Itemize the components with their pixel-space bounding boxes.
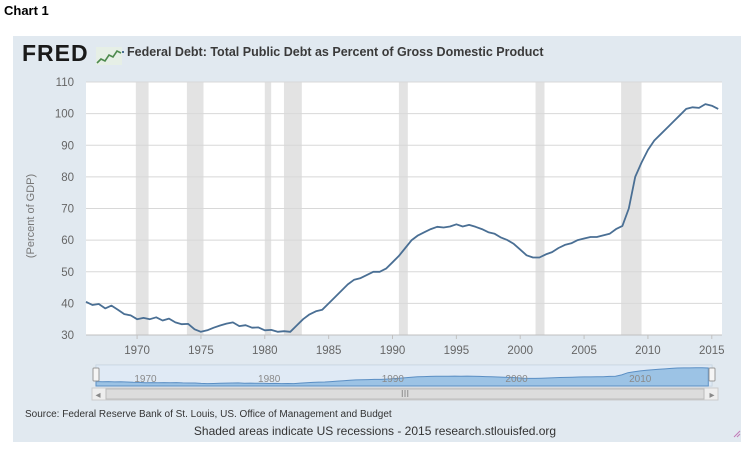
- sparkline-icon: [96, 46, 123, 65]
- y-tick-label: 70: [61, 204, 74, 216]
- y-tick-label: 80: [61, 172, 74, 184]
- scrollbar-grip: III: [401, 389, 409, 400]
- tick-label-group: 30 40 50 60 70 80 90 100 110 1970 1975 1980 1985 1990…: [55, 77, 725, 357]
- navigator-tick-label: 1990: [382, 374, 405, 385]
- fred-logo[interactable]: FRED: [22, 40, 123, 67]
- gridline-group: [86, 81, 722, 339]
- scroll-left-arrow-icon: ◂: [95, 390, 100, 401]
- y-axis-label: (Percent of GDP): [25, 173, 37, 259]
- x-tick-label: 1990: [380, 345, 406, 357]
- x-tick-label: 1970: [124, 345, 150, 357]
- y-tick-label: 60: [61, 235, 74, 247]
- x-tick-label: 1975: [188, 345, 214, 357]
- scroll-right-arrow-icon: ▸: [709, 390, 714, 401]
- navigator-tick-label: 1980: [258, 374, 281, 385]
- x-tick-label: 2010: [635, 345, 661, 357]
- series-line-group: [85, 103, 719, 333]
- y-tick-label: 90: [61, 140, 74, 152]
- x-tick-label: 1995: [444, 345, 470, 357]
- y-tick-label: 50: [61, 267, 74, 279]
- y-tick-label: 110: [56, 77, 74, 89]
- navigator-tick-label: 2010: [629, 374, 652, 385]
- navigator-handle: [92, 367, 100, 382]
- chart-heading: Chart 1: [4, 3, 49, 18]
- navigator-area: [95, 367, 709, 387]
- navigator-group[interactable]: 1970 1980 1990 2000 2010 III ◂ ▸: [91, 364, 741, 438]
- navigator-tick-label: 2000: [505, 374, 528, 385]
- x-tick-label: 1980: [252, 345, 278, 357]
- x-tick-label: 1985: [316, 345, 342, 357]
- scrollbar-thumb: [105, 388, 705, 400]
- y-tick-label: 40: [61, 298, 74, 310]
- x-tick-label: 2015: [699, 345, 725, 357]
- legend-label: Federal Debt: Total Public Debt as Perce…: [127, 45, 544, 59]
- resize-handle-icon: [733, 430, 741, 438]
- navigator-handle: [708, 367, 716, 382]
- navigator-tick-label: 1970: [134, 374, 157, 385]
- series-line: [85, 103, 719, 333]
- x-tick-label: 2005: [571, 345, 597, 357]
- fred-logo-text: FRED: [22, 40, 89, 66]
- y-tick-label: 30: [61, 330, 74, 342]
- y-tick-label: 100: [55, 109, 74, 121]
- recession-note: Shaded areas indicate US recessions - 20…: [193, 424, 557, 438]
- source-note: Source: Federal Reserve Bank of St. Loui…: [25, 409, 392, 420]
- x-tick-label: 2000: [507, 345, 533, 357]
